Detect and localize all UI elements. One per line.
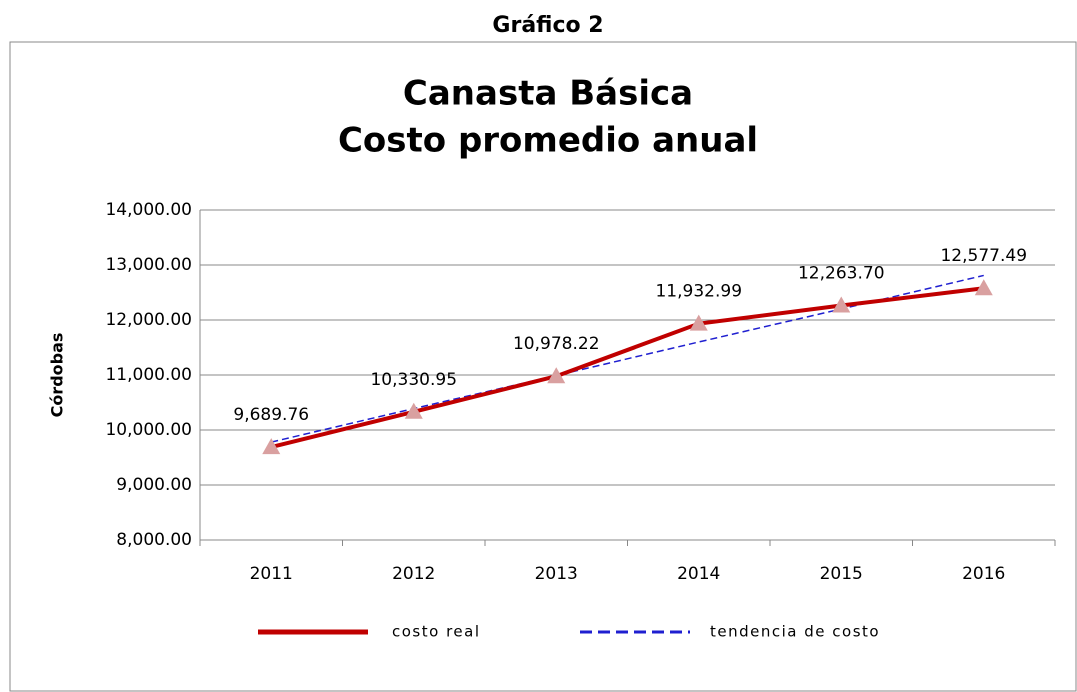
y-tick-label: 8,000.00 (116, 530, 192, 550)
series-line (270, 286, 984, 450)
y-axis-label: Córdobas (48, 333, 67, 418)
chart-subtitle: Costo promedio anual (338, 121, 758, 161)
x-tick-label: 2011 (250, 564, 293, 584)
marker (689, 314, 708, 331)
marker (974, 279, 993, 296)
y-tick-label: 10,000.00 (105, 420, 192, 440)
x-tick-label: 2014 (677, 564, 720, 584)
x-tick-label: 2016 (962, 564, 1005, 584)
y-tick-label: 12,000.00 (105, 310, 192, 330)
marker (832, 296, 851, 313)
data-label: 11,932.99 (655, 282, 742, 302)
chart-frame (9, 41, 1077, 692)
data-label: 12,577.49 (940, 246, 1027, 266)
data-label: 10,978.22 (513, 334, 600, 354)
chart-header: Gráfico 2 (492, 13, 603, 38)
y-tick-label: 9,000.00 (116, 475, 192, 495)
data-label: 12,263.70 (798, 263, 885, 283)
y-tick-label: 14,000.00 (105, 200, 192, 220)
x-tick-label: 2013 (535, 564, 578, 584)
y-tick-label: 13,000.00 (105, 255, 192, 275)
x-tick-label: 2015 (820, 564, 863, 584)
marker (262, 438, 281, 455)
y-tick-label: 11,000.00 (105, 365, 192, 385)
data-label: 9,689.76 (233, 405, 309, 425)
marker (404, 402, 423, 419)
marker (547, 367, 566, 384)
legend-label: costo real (392, 623, 481, 641)
data-label: 10,330.95 (370, 370, 457, 390)
legend-label: tendencia de costo (710, 623, 880, 641)
x-tick-label: 2012 (392, 564, 435, 584)
chart-title: Canasta Básica (403, 74, 693, 114)
